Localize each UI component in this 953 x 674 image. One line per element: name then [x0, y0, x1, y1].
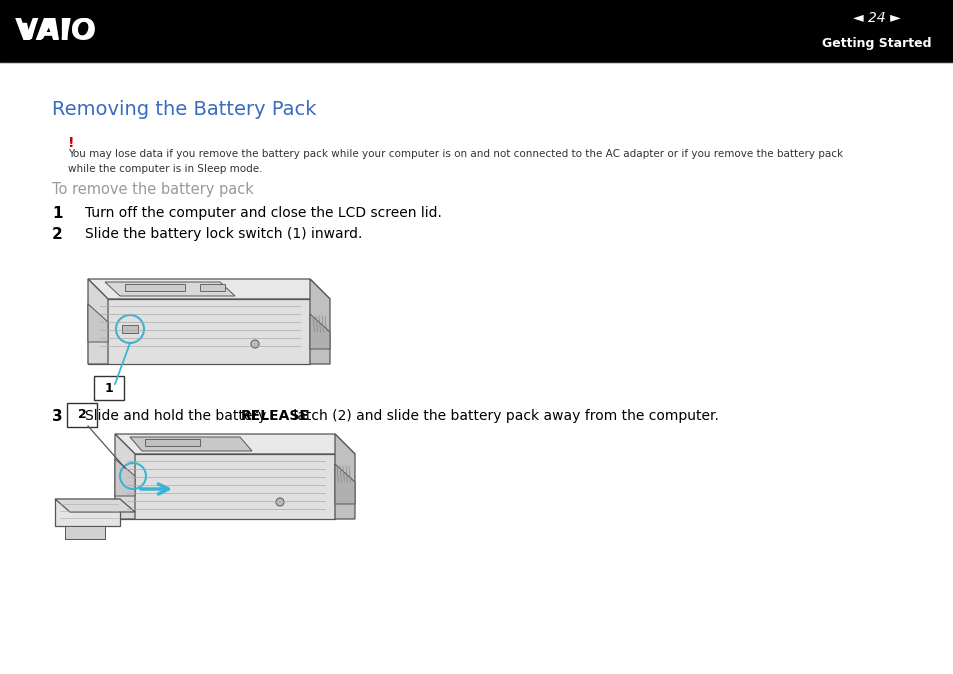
Bar [145, 439, 200, 446]
Text: Getting Started: Getting Started [821, 38, 931, 51]
Polygon shape [55, 499, 135, 512]
Text: To remove the battery pack: To remove the battery pack [52, 182, 253, 197]
Text: Removing the Battery Pack: Removing the Battery Pack [52, 100, 316, 119]
Polygon shape [115, 454, 335, 519]
Polygon shape [310, 279, 330, 364]
Bar [125, 284, 185, 291]
Polygon shape [115, 459, 135, 496]
Bar [0, 0, 953, 62]
Text: ∨ΛIO: ∨ΛIO [18, 17, 96, 45]
Text: You may lose data if you remove the battery pack while your computer is on and n: You may lose data if you remove the batt… [68, 149, 842, 159]
Text: RELEASE: RELEASE [241, 409, 310, 423]
Text: 2: 2 [77, 408, 87, 421]
Polygon shape [130, 437, 252, 451]
Text: 3: 3 [52, 409, 63, 424]
Bar [122, 325, 138, 333]
Text: while the computer is in Sleep mode.: while the computer is in Sleep mode. [68, 164, 262, 174]
Polygon shape [335, 464, 355, 504]
Bar [200, 284, 225, 291]
Polygon shape [88, 279, 108, 364]
Polygon shape [55, 499, 120, 526]
Polygon shape [88, 299, 310, 364]
Text: 1: 1 [52, 206, 63, 221]
Text: 1: 1 [105, 381, 113, 394]
Text: !: ! [68, 136, 74, 150]
Text: Slide and hold the battery: Slide and hold the battery [85, 409, 271, 423]
Text: latch (2) and slide the battery pack away from the computer.: latch (2) and slide the battery pack awa… [289, 409, 718, 423]
Text: 2: 2 [52, 227, 63, 242]
Polygon shape [310, 314, 330, 349]
Circle shape [251, 340, 258, 348]
Polygon shape [335, 434, 355, 519]
Text: ◄ 24 ►: ◄ 24 ► [852, 11, 900, 25]
Polygon shape [65, 526, 105, 539]
FancyBboxPatch shape [94, 376, 124, 400]
Polygon shape [88, 304, 108, 342]
Circle shape [275, 498, 284, 506]
Polygon shape [105, 282, 234, 296]
Polygon shape [115, 434, 355, 454]
Text: VAIO: VAIO [15, 16, 97, 46]
Text: Turn off the computer and close the LCD screen lid.: Turn off the computer and close the LCD … [85, 206, 441, 220]
FancyBboxPatch shape [67, 403, 97, 427]
Polygon shape [115, 434, 135, 519]
Polygon shape [88, 279, 330, 299]
Text: Slide the battery lock switch (1) inward.: Slide the battery lock switch (1) inward… [85, 227, 362, 241]
